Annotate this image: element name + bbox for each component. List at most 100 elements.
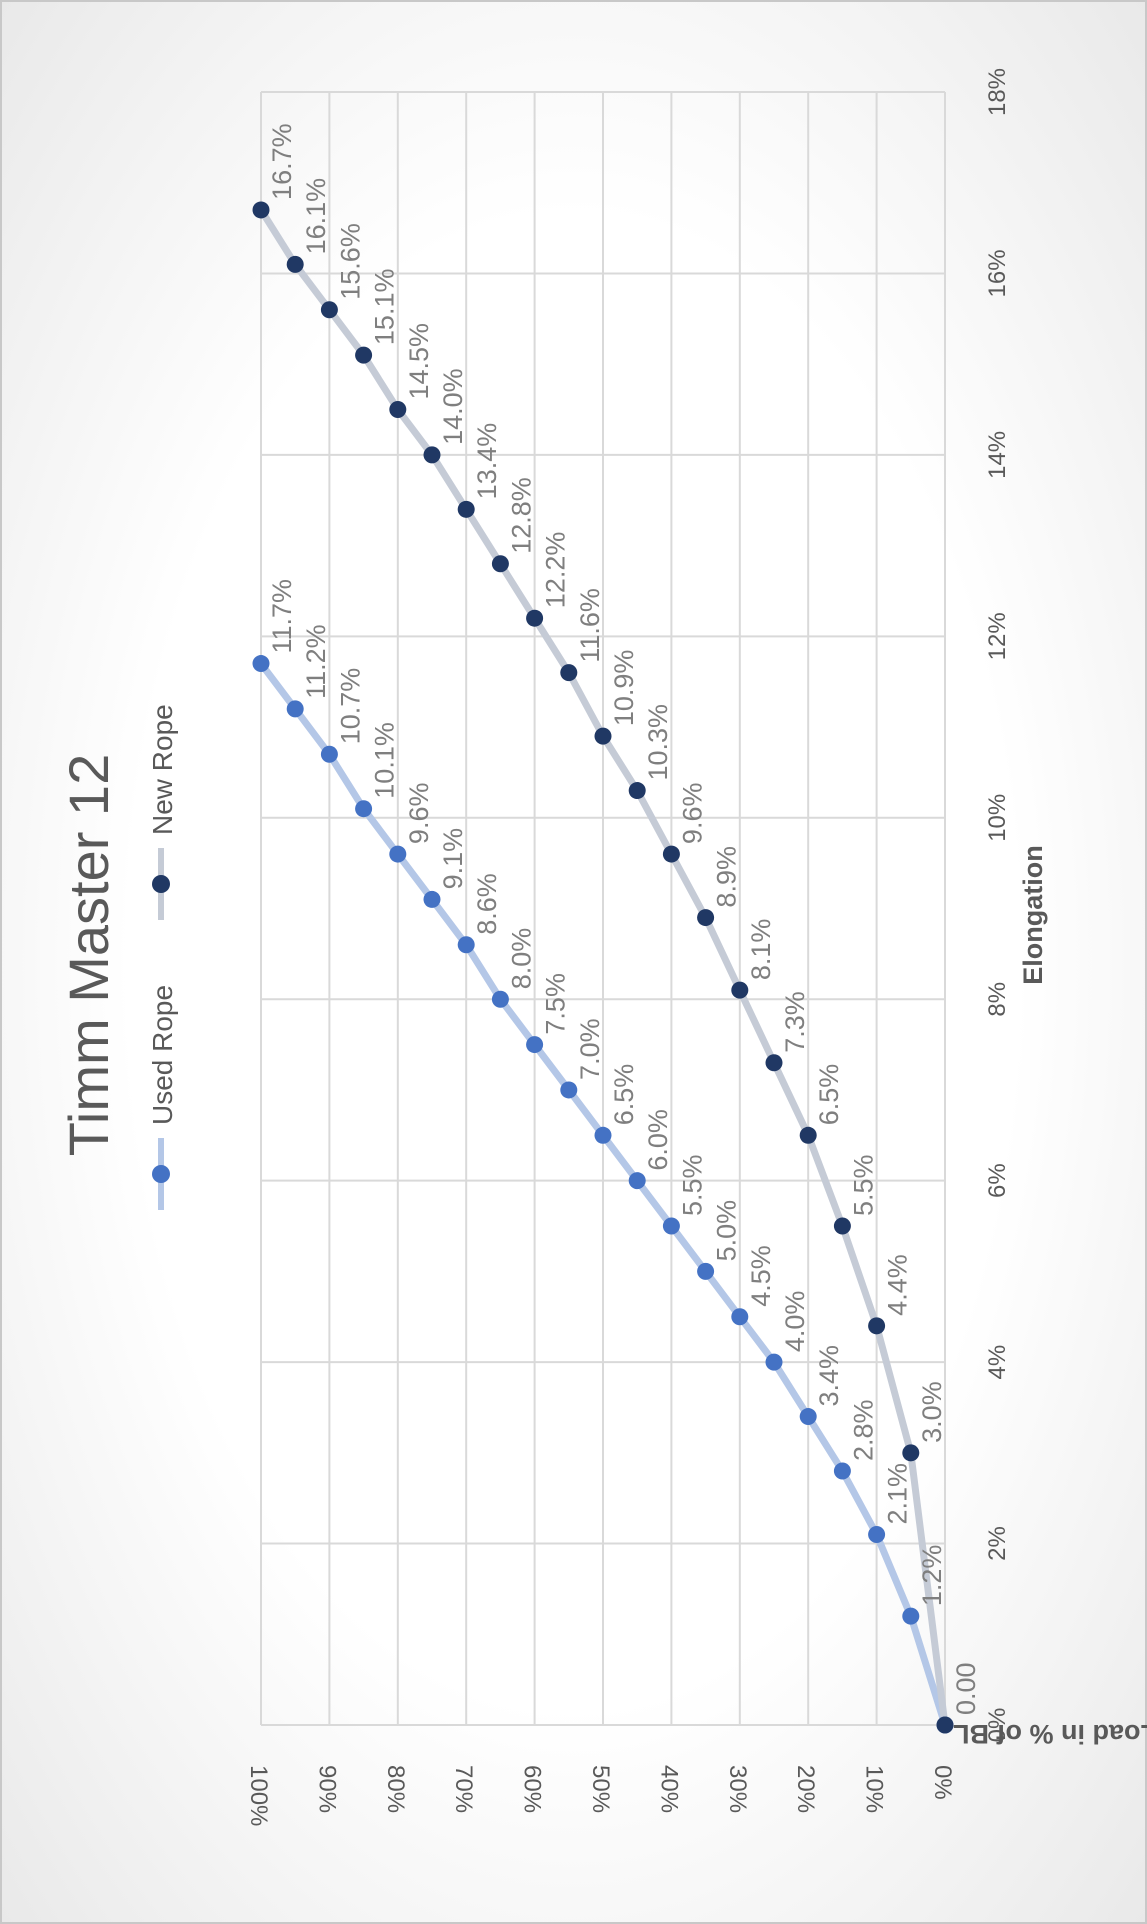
x-tick-label: 14% — [984, 431, 1011, 479]
data-point-used-rope — [423, 890, 441, 908]
y-tick-label: 70% — [450, 1765, 477, 1813]
x-tick-label: 8% — [984, 982, 1011, 1017]
data-point-used-rope — [868, 1525, 886, 1543]
data-point-used-rope — [286, 700, 304, 718]
data-point-used-rope — [628, 1172, 646, 1190]
series-points — [252, 201, 954, 1734]
legend-used-rope-label: Used Rope — [147, 985, 178, 1125]
data-point-used-rope — [594, 1126, 612, 1144]
data-point-new-rope — [526, 609, 544, 627]
data-label-new-rope: 15.6% — [335, 223, 365, 300]
data-label-new-rope: 12.8% — [506, 477, 536, 554]
data-point-new-rope — [560, 664, 578, 682]
data-point-new-rope — [936, 1716, 954, 1734]
data-point-used-rope — [697, 1262, 715, 1280]
data-point-used-rope — [731, 1308, 749, 1326]
data-label-new-rope: 13.4% — [472, 423, 502, 500]
data-point-used-rope — [833, 1462, 851, 1480]
legend-new-rope-marker — [152, 875, 170, 893]
data-label-new-rope: 5.5% — [848, 1154, 878, 1216]
data-label-used-rope: 4.5% — [746, 1245, 776, 1307]
data-label-new-rope: 12.2% — [541, 532, 571, 609]
data-label-new-rope: 14.0% — [438, 368, 468, 445]
data-point-new-rope — [594, 727, 612, 745]
data-label-used-rope: 3.4% — [814, 1345, 844, 1407]
data-point-used-rope — [320, 745, 338, 763]
legend-new-rope-label: New Rope — [147, 704, 178, 835]
y-tick-label: 60% — [519, 1765, 546, 1813]
data-point-new-rope — [423, 446, 441, 464]
x-tick-label: 2% — [984, 1526, 1011, 1561]
data-point-used-rope — [902, 1607, 920, 1625]
data-label-used-rope: 6.5% — [609, 1064, 639, 1126]
legend-item-used-rope: Used Rope — [147, 985, 178, 1210]
y-tick-label: 50% — [587, 1765, 614, 1813]
legend: Used Rope New Rope — [147, 704, 178, 1210]
x-axis-title: Elongation — [1018, 845, 1048, 984]
data-point-used-rope — [526, 1036, 544, 1054]
x-tick-label: 12% — [984, 612, 1011, 660]
y-tick-label: 100% — [245, 1765, 272, 1826]
legend-used-rope-marker — [152, 1165, 170, 1183]
data-point-new-rope — [868, 1317, 886, 1335]
x-tick-label: 16% — [984, 249, 1011, 297]
data-point-used-rope — [799, 1408, 817, 1426]
data-label-used-rope: 9.1% — [438, 828, 468, 890]
y-tick-label: 40% — [655, 1765, 682, 1813]
data-label-used-rope: 10.7% — [335, 668, 365, 745]
data-label-used-rope: 8.0% — [506, 928, 536, 990]
data-point-used-rope — [252, 655, 270, 673]
data-label-new-rope: 7.3% — [780, 991, 810, 1053]
legend-item-new-rope: New Rope — [147, 704, 178, 920]
data-label-used-rope: 9.6% — [404, 783, 434, 845]
data-label-used-rope: 2.8% — [848, 1399, 878, 1461]
data-label-new-rope: 6.5% — [814, 1064, 844, 1126]
data-point-used-rope — [662, 1217, 680, 1235]
x-tick-label: 0% — [984, 1708, 1011, 1743]
data-label-used-rope: 10.1% — [370, 722, 400, 799]
data-point-new-rope — [286, 255, 304, 273]
data-point-used-rope — [389, 845, 407, 863]
data-point-used-rope — [457, 936, 475, 954]
data-point-new-rope — [731, 981, 749, 999]
data-point-new-rope — [799, 1126, 817, 1144]
chart-title: Timm Master 12 — [57, 754, 120, 1156]
data-label-used-rope: 8.6% — [472, 873, 502, 935]
data-label-used-rope: 5.0% — [712, 1200, 742, 1262]
y-axis-title: Load in % of BL — [953, 1719, 1147, 1749]
data-point-new-rope — [765, 1054, 783, 1072]
y-tick-label: 90% — [313, 1765, 340, 1813]
data-label-new-rope: 10.9% — [609, 650, 639, 727]
data-label-new-rope: 0.00 — [951, 1662, 981, 1715]
data-labels: 1.2%2.1%2.8%3.4%4.0%4.5%5.0%5.5%6.0%6.5%… — [267, 123, 981, 1715]
data-point-new-rope — [252, 201, 270, 219]
y-tick-label: 20% — [792, 1765, 819, 1813]
y-tick-label: 10% — [861, 1765, 888, 1813]
y-tick-label: 80% — [382, 1765, 409, 1813]
data-point-used-rope — [765, 1353, 783, 1371]
data-point-new-rope — [662, 845, 680, 863]
data-label-new-rope: 16.7% — [267, 123, 297, 200]
data-label-new-rope: 9.6% — [677, 783, 707, 845]
data-point-new-rope — [902, 1444, 920, 1462]
data-label-new-rope: 14.5% — [404, 323, 434, 400]
data-point-new-rope — [833, 1217, 851, 1235]
y-tick-label: 0% — [929, 1765, 956, 1800]
data-label-used-rope: 2.1% — [883, 1463, 913, 1525]
data-point-used-rope — [491, 990, 509, 1008]
data-point-new-rope — [355, 346, 373, 364]
data-point-new-rope — [697, 909, 715, 927]
data-point-new-rope — [628, 782, 646, 800]
data-point-new-rope — [491, 555, 509, 573]
data-label-new-rope: 11.6% — [575, 588, 605, 663]
data-label-new-rope: 4.4% — [883, 1254, 913, 1316]
data-label-used-rope: 11.7% — [267, 579, 297, 654]
data-label-used-rope: 7.5% — [541, 973, 571, 1035]
data-label-new-rope: 15.1% — [370, 269, 400, 346]
grid — [260, 91, 946, 1726]
data-label-used-rope: 11.2% — [301, 624, 331, 699]
data-point-new-rope — [457, 500, 475, 518]
data-label-new-rope: 8.9% — [712, 846, 742, 908]
